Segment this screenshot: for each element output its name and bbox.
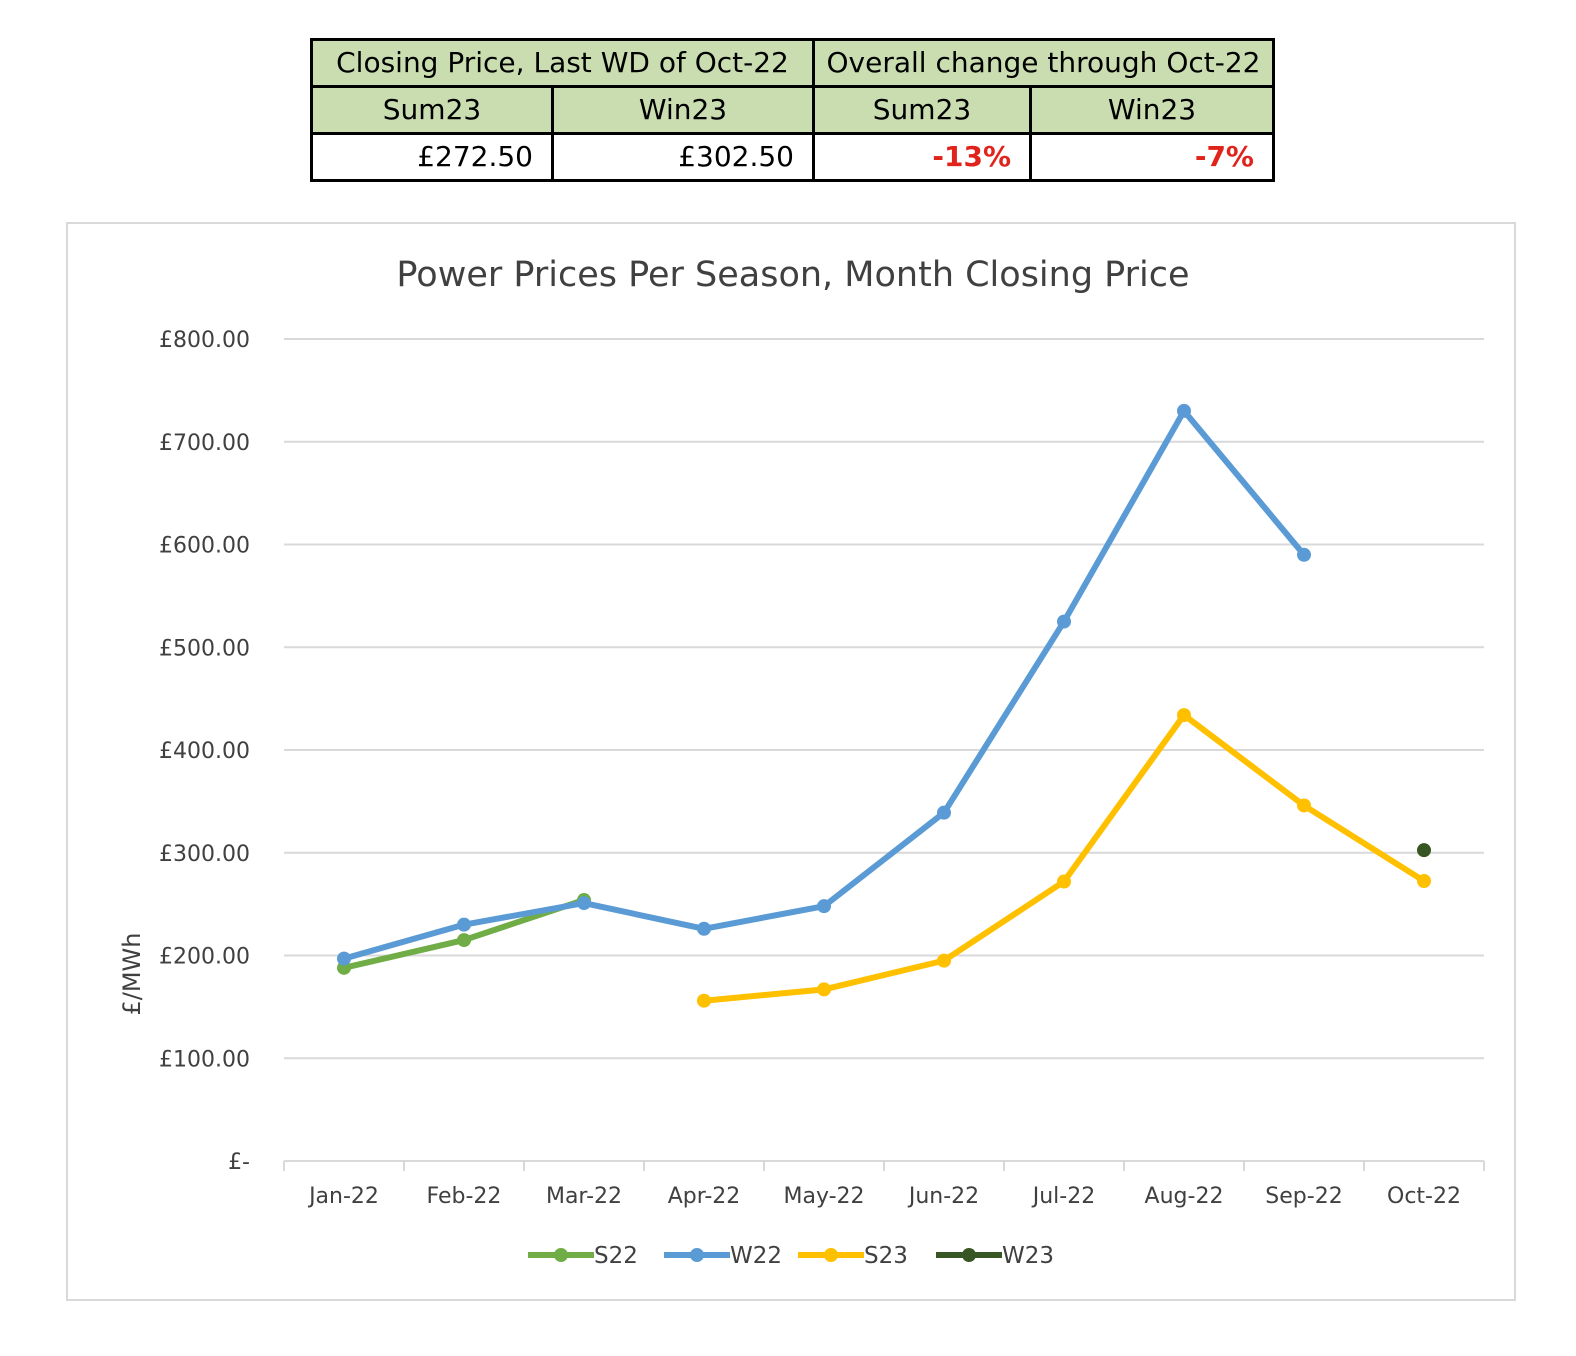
y-tick-label: £100.00 [159, 1047, 250, 1072]
data-point-w22 [697, 921, 711, 936]
sum23-change-value: -13% [812, 132, 1032, 182]
win23-change-value: -7% [1029, 132, 1275, 182]
closing-price-header: Closing Price, Last WD of Oct-22 [310, 38, 815, 88]
chart-frame: Power Prices Per Season, Month Closing P… [66, 222, 1516, 1301]
legend-item-s23: S23 [798, 1243, 908, 1269]
series-layer [337, 403, 1431, 1008]
line-chart: Power Prices Per Season, Month Closing P… [118, 255, 1485, 1269]
data-point-s23 [817, 982, 831, 997]
y-tick-label: £400.00 [159, 739, 250, 764]
y-tick-label: £800.00 [159, 328, 250, 353]
legend-item-s22: S22 [528, 1243, 638, 1269]
legend-swatch-marker [554, 1248, 568, 1262]
data-point-s23 [1177, 708, 1191, 723]
legend-label: W23 [1002, 1243, 1054, 1269]
data-point-w22 [457, 917, 471, 932]
x-tick-label: Jan-22 [307, 1184, 379, 1209]
x-tick-label: Feb-22 [427, 1184, 502, 1209]
x-tick-label: Apr-22 [668, 1184, 741, 1209]
series-w22 [337, 403, 1311, 966]
y-axis-title: £/MWh [118, 932, 146, 1015]
series-w23 [1417, 843, 1431, 858]
y-tick-label: £- [228, 1150, 250, 1175]
x-tick-label: Jul-22 [1031, 1184, 1095, 1209]
y-tick-label: £300.00 [159, 842, 250, 867]
grid-layer [284, 338, 1484, 1060]
sum23-closing-header: Sum23 [310, 85, 554, 135]
sum23-closing-price: £272.50 [310, 132, 554, 182]
data-point-w22 [1177, 403, 1191, 418]
x-tick-label: Sep-22 [1265, 1184, 1342, 1209]
legend-swatch-marker [690, 1248, 704, 1262]
data-point-s23 [1417, 874, 1431, 889]
win23-closing-header: Win23 [551, 85, 815, 135]
data-point-w22 [337, 951, 351, 966]
data-point-w22 [577, 896, 591, 911]
legend-swatch-marker [824, 1248, 838, 1262]
series-line-s23 [701, 712, 1427, 1004]
legend-item-w22: W22 [664, 1243, 782, 1269]
y-tick-label: £500.00 [159, 636, 250, 661]
win23-change-header: Win23 [1029, 85, 1275, 135]
data-point-s22 [457, 933, 471, 948]
data-point-w23 [1417, 843, 1431, 858]
legend-item-w23: W23 [936, 1243, 1054, 1269]
summary-header-row-2: Sum23 Win23 Sum23 Win23 [310, 85, 1275, 135]
legend-swatch-marker [962, 1248, 976, 1262]
data-point-w22 [817, 899, 831, 914]
y-tick-label: £600.00 [159, 534, 250, 559]
x-tick-label: Jun-22 [907, 1184, 979, 1209]
win23-closing-price: £302.50 [551, 132, 815, 182]
axis-layer: £- £100.00 £200.00 £300.00 £400.00 £500.00 £60… [159, 328, 1485, 1209]
data-point-w22 [1057, 614, 1071, 629]
legend-label: S23 [864, 1243, 908, 1269]
data-point-w22 [1297, 547, 1311, 562]
x-tick-label: Oct-22 [1387, 1184, 1461, 1209]
y-tick-label: £200.00 [159, 945, 250, 970]
x-tick-label: Mar-22 [546, 1184, 622, 1209]
summary-header-row-1: Closing Price, Last WD of Oct-22 Overall… [310, 38, 1275, 88]
summary-value-row: £272.50 £302.50 -13% -7% [310, 132, 1275, 182]
series-s22 [337, 893, 591, 975]
x-tick-label: Aug-22 [1145, 1184, 1224, 1209]
series-line-w22 [341, 407, 1307, 962]
sum23-change-header: Sum23 [812, 85, 1032, 135]
summary-table: Closing Price, Last WD of Oct-22 Overall… [310, 38, 1275, 182]
legend-label: S22 [594, 1243, 638, 1269]
data-point-s23 [937, 953, 951, 968]
data-point-s23 [1297, 798, 1311, 813]
y-tick-label: £700.00 [159, 431, 250, 456]
legend-label: W22 [730, 1243, 782, 1269]
series-s23 [697, 708, 1431, 1008]
data-point-s23 [1057, 874, 1071, 889]
x-tick-label: May-22 [783, 1184, 864, 1209]
data-point-s23 [697, 993, 711, 1008]
legend: S22 W22 S23 W23 [528, 1243, 1054, 1269]
overall-change-header: Overall change through Oct-22 [812, 38, 1275, 88]
data-point-w22 [937, 805, 951, 820]
chart-title: Power Prices Per Season, Month Closing P… [396, 255, 1189, 295]
